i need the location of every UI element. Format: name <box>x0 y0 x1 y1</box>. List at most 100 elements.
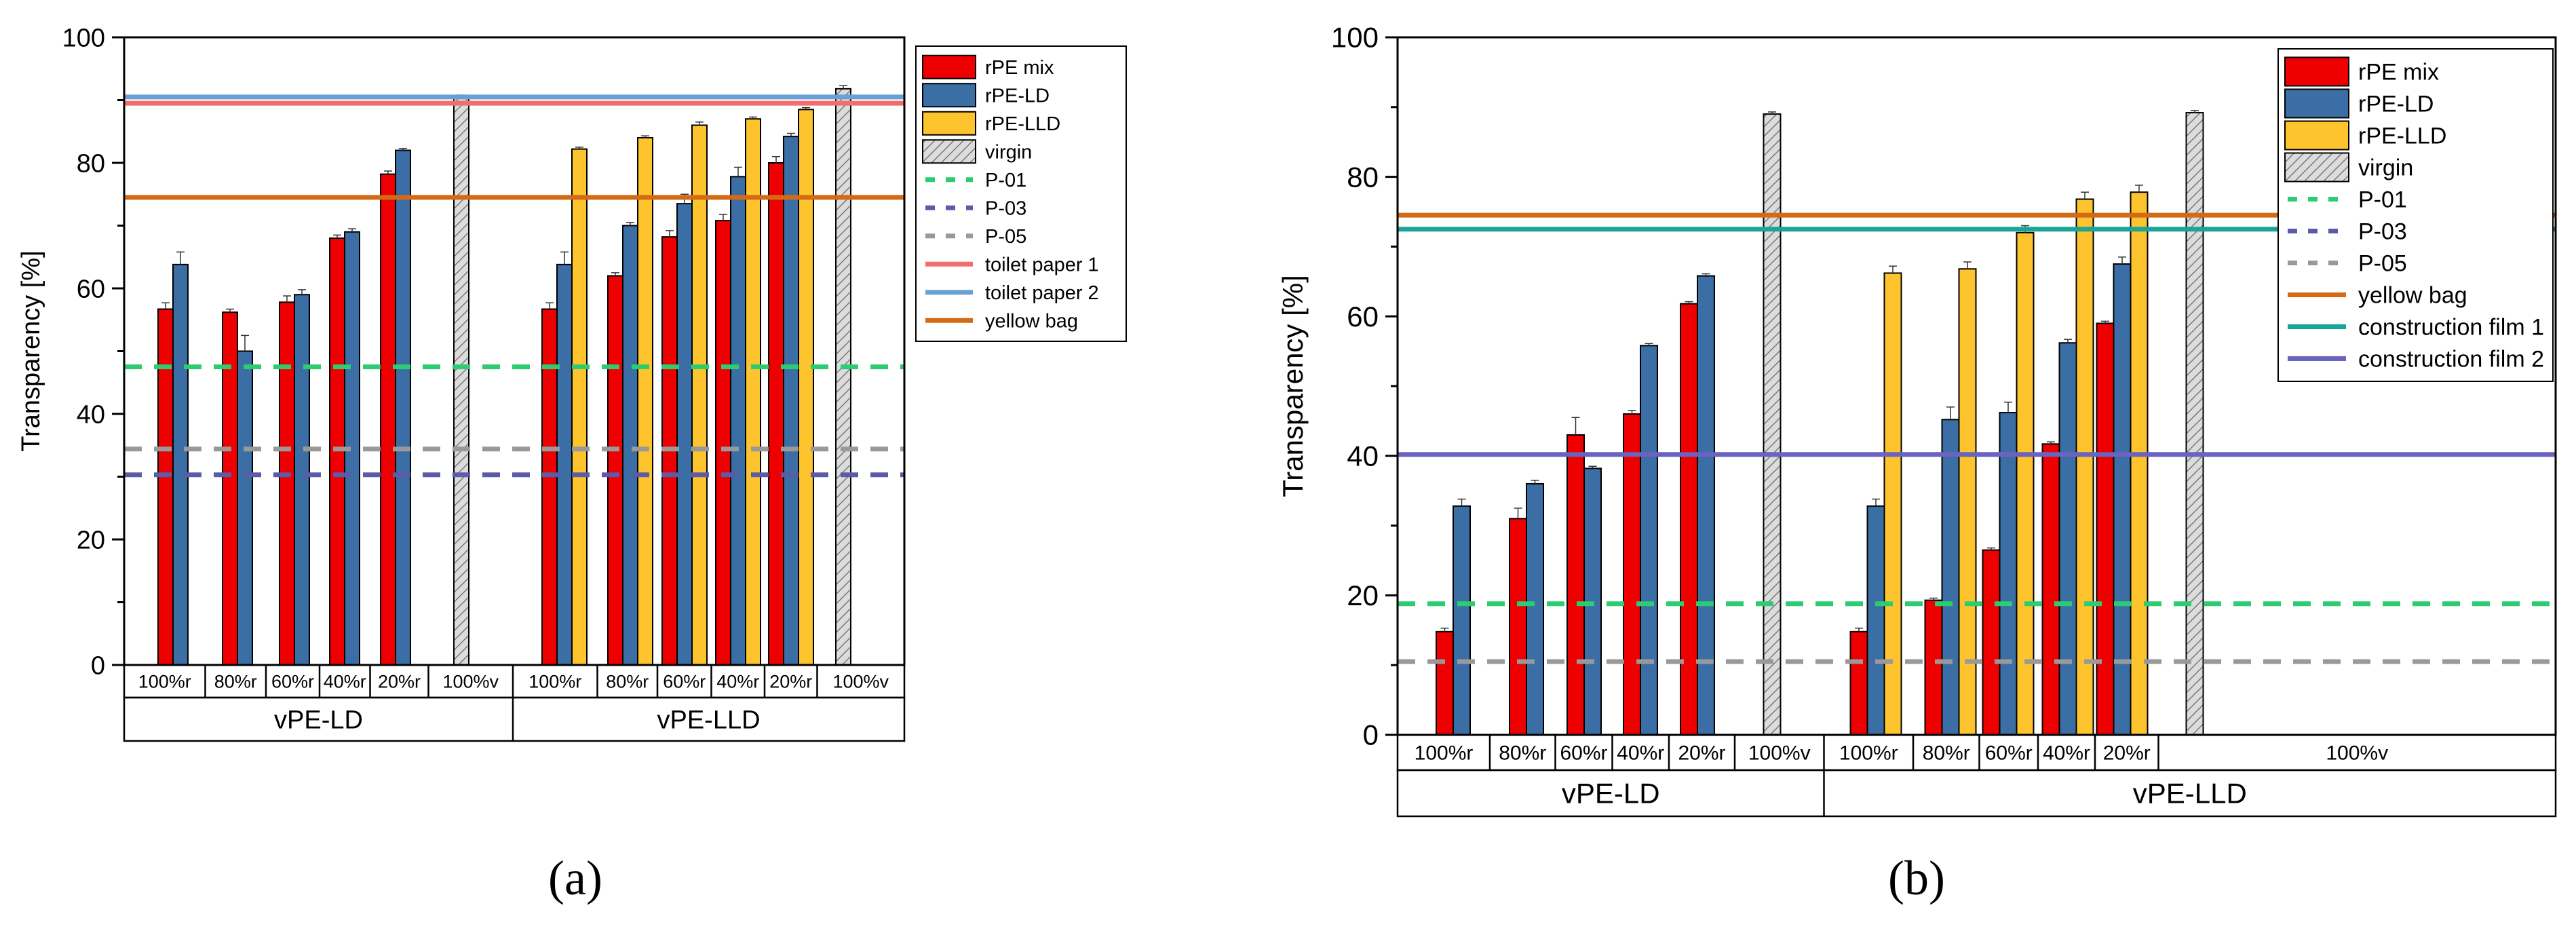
bar-rpe_lld <box>1958 268 1977 736</box>
category-label: 20%r <box>378 671 421 691</box>
caption: (b) <box>1888 851 1945 905</box>
legend-label: P-01 <box>985 170 1026 191</box>
bar-rpe_ld <box>294 294 310 666</box>
bar-rpe_mix <box>380 173 396 666</box>
legend-label: rPE-LLD <box>2358 123 2446 149</box>
category-label: 80%r <box>1499 742 1546 765</box>
bar-rpe_ld <box>730 176 746 666</box>
bar-rpe_mix <box>1680 303 1698 736</box>
bar-rpe_ld <box>556 263 573 666</box>
bar-rpe_mix <box>1566 434 1585 736</box>
category-label: 80%r <box>606 671 649 691</box>
category-label: 20%r <box>1678 742 1725 765</box>
bar-rpe_mix <box>279 301 295 666</box>
y-axis-label: Transparency [%] <box>17 250 45 451</box>
y-tick-label: 100 <box>1331 22 1379 54</box>
group-label: vPE-LD <box>1562 778 1660 810</box>
legend-label: P-03 <box>2358 218 2407 244</box>
category-label: 100%v <box>1748 742 1811 765</box>
bar-rpe_mix <box>715 220 731 666</box>
bar-rpe_ld <box>395 149 411 666</box>
bar-rpe_ld <box>622 225 638 666</box>
legend-label: rPE-LD <box>985 85 1050 107</box>
category-label: 40%r <box>324 671 366 691</box>
category-label: 40%r <box>1617 742 1664 765</box>
bar-virgin <box>1763 113 1782 736</box>
bar-rpe_ld <box>1526 482 1544 736</box>
legend-label: yellow bag <box>985 310 1078 332</box>
y-tick-label: 80 <box>77 149 105 178</box>
y-tick-label: 60 <box>77 275 105 303</box>
legend-swatch-virgin <box>922 139 976 164</box>
bar-rpe_mix <box>1849 630 1868 736</box>
category-label: 100%v <box>2326 742 2388 765</box>
y-tick-label: 80 <box>1347 161 1379 193</box>
category-label: 20%r <box>2103 742 2151 765</box>
bar-rpe_ld <box>1640 345 1658 736</box>
legend-label: rPE-LLD <box>985 113 1060 135</box>
legend-swatch-rpe_ld <box>922 83 976 108</box>
category-label: 80%r <box>1923 742 1970 765</box>
legend-label: construction film 2 <box>2358 346 2544 372</box>
bar-rpe_ld <box>1697 275 1715 736</box>
bar-rpe_mix <box>1436 630 1454 736</box>
bar-rpe_ld <box>1999 412 2018 736</box>
category-label: 100%r <box>138 671 191 691</box>
legend-swatch-rpe_mix <box>2284 56 2349 87</box>
legend-label: toilet paper 2 <box>985 282 1099 304</box>
bar-rpe_lld <box>637 137 653 666</box>
group-row-frame <box>1396 769 2557 818</box>
legend-label: toilet paper 1 <box>985 254 1099 275</box>
y-tick-label: 40 <box>1347 440 1379 472</box>
category-label: 60%r <box>1560 742 1607 765</box>
bar-rpe_ld <box>2058 342 2077 736</box>
bar-virgin <box>453 96 469 666</box>
category-label: 100%r <box>528 671 581 691</box>
bar-rpe_ld <box>2113 263 2132 736</box>
legend-label: rPE-LD <box>2358 91 2434 117</box>
category-label: 100%v <box>832 671 889 691</box>
legend-label: virgin <box>985 141 1032 163</box>
bar-rpe_lld <box>798 109 814 666</box>
bar-rpe_mix <box>2096 322 2115 736</box>
bar-rpe_mix <box>1509 518 1527 736</box>
legend-swatch-rpe_lld <box>2284 120 2349 151</box>
chart-b: 0 20 40 60 80 100 Transparency [%] 100%r 80%r 60%… <box>1277 22 2557 905</box>
bar-rpe_ld <box>172 263 189 666</box>
y-tick-label: 0 <box>1363 719 1379 751</box>
chart-a: 0 20 40 60 80 100 Transparency [%] 100%r 80%r 60%… <box>17 24 1127 905</box>
bar-rpe_ld <box>1453 505 1471 736</box>
bar-rpe_mix <box>1982 549 2001 736</box>
bar-rpe_mix <box>1924 599 1943 736</box>
category-label: 20%r <box>769 671 812 691</box>
bar-rpe_mix <box>607 275 623 666</box>
bar-rpe_mix <box>541 308 558 666</box>
legend-label: rPE mix <box>985 57 1054 79</box>
bar-rpe_lld <box>1883 272 1902 736</box>
category-label: 40%r <box>2043 742 2090 765</box>
bar-virgin <box>2185 112 2204 736</box>
category-label: 40%r <box>716 671 759 691</box>
bar-rpe_lld <box>2130 191 2149 736</box>
category-label: 60%r <box>271 671 314 691</box>
y-axis-label: Transparency [%] <box>1277 275 1309 497</box>
legend-label: P-05 <box>2358 250 2407 276</box>
bar-rpe_lld <box>2016 231 2035 736</box>
group-label: vPE-LD <box>274 706 363 734</box>
legend-swatch-virgin <box>2284 152 2349 183</box>
bar-rpe_lld <box>745 118 761 666</box>
legend-label: P-01 <box>2358 187 2407 212</box>
bar-rpe_ld <box>1941 419 1960 736</box>
bar-rpe_mix <box>768 162 784 666</box>
bar-rpe_mix <box>329 237 345 666</box>
bar-rpe_ld <box>783 136 799 666</box>
legend-label: P-03 <box>985 197 1026 219</box>
legend-label: construction film 1 <box>2358 314 2544 340</box>
bar-rpe_mix <box>157 308 174 666</box>
y-tick-label: 60 <box>1347 301 1379 332</box>
bar-rpe_ld <box>1866 505 1885 736</box>
category-label: 100%v <box>442 671 499 691</box>
legend-swatch-rpe_mix <box>922 54 976 79</box>
bar-rpe_ld <box>237 350 253 666</box>
